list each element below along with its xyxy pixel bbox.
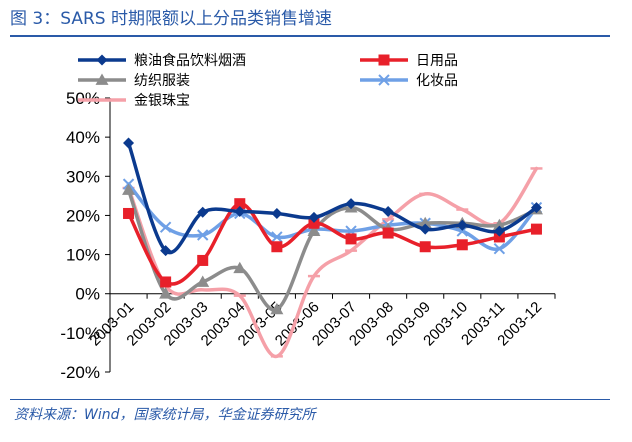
data-point [197,255,208,266]
legend-entry: 纺织服装 [78,73,190,89]
y-tick-label: 30% [66,167,100,186]
data-point [123,208,134,219]
source-note: 资料来源：Wind，国家统计局，华金证券研究所 [14,403,614,427]
data-point [123,138,134,149]
legend-entry: 日用品 [360,53,458,69]
source-rule [10,399,610,400]
data-point [271,208,282,219]
data-point [271,241,282,252]
legend-label: 纺织服装 [134,73,190,89]
legend-label: 日用品 [416,53,458,69]
line-chart: -20%-10%0%10%20%30%40%50%2003-012003-022… [0,0,632,400]
legend-entry: 粮油食品饮料烟酒 [78,52,246,69]
y-tick-label: 20% [66,206,100,225]
data-point [383,228,394,239]
legend-entry: 化妆品 [360,73,458,89]
series-line [129,190,537,310]
legend-label: 金银珠宝 [134,93,190,109]
legend-label: 化妆品 [416,73,458,89]
y-tick-label: 0% [75,285,100,304]
data-point [160,276,171,287]
data-point [531,224,542,235]
legend-swatch-marker [97,55,108,66]
y-tick-label: 10% [66,246,100,265]
legend-swatch-marker [379,55,390,66]
data-point [457,239,468,250]
legend-label: 粮油食品饮料烟酒 [134,52,246,69]
data-point [346,233,357,244]
series-group [123,138,542,257]
y-tick-label: 40% [66,128,100,147]
y-tick-label: -20% [60,363,100,382]
chart-axes: -20%-10%0%10%20%30%40%50%2003-012003-022… [60,89,555,382]
data-point [161,222,171,232]
data-point [420,241,431,252]
